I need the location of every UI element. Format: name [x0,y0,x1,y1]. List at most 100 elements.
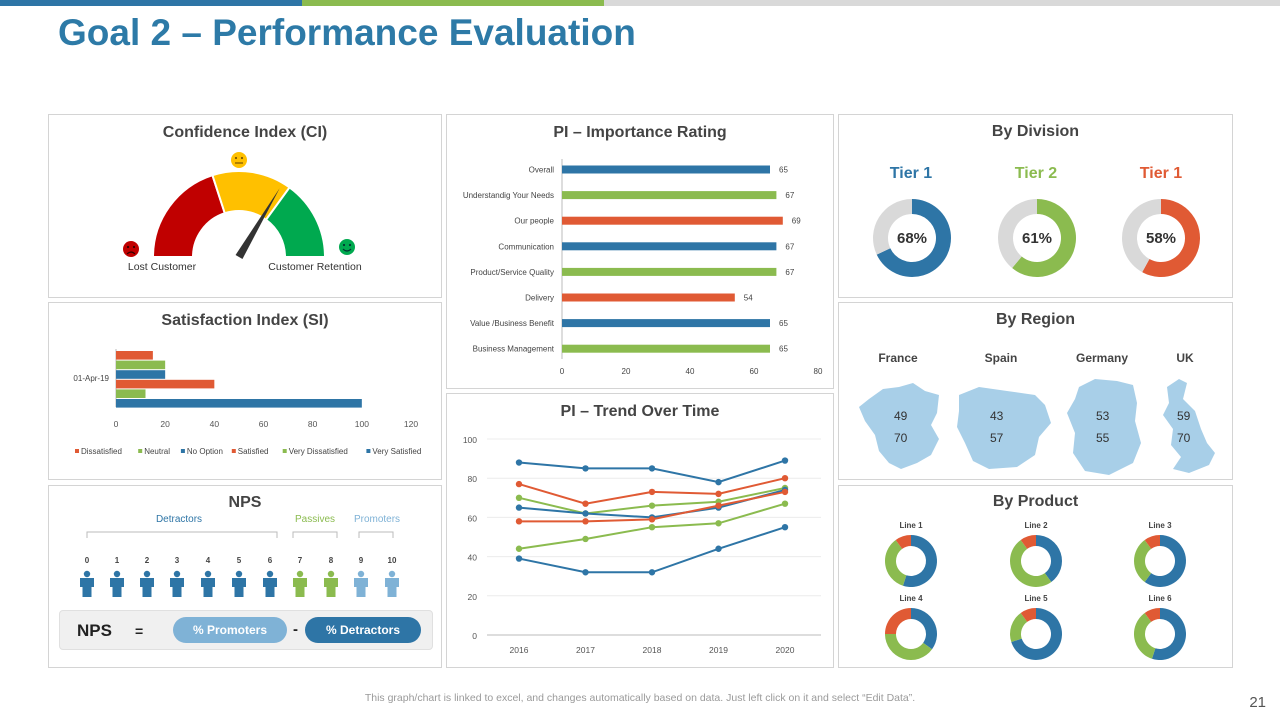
si-tick-label: 60 [259,419,269,429]
si-legend-label: Very Dissatisfied [289,447,348,456]
panel-title: Satisfaction Index (SI) [161,312,329,329]
importance-value-label: 67 [785,242,794,251]
si-tick-label: 100 [355,419,369,429]
customer-retention-label: Customer Retention [268,261,362,273]
trend-point [515,545,523,552]
by-product-panel[interactable]: By Product Line 1 Line 2 Line 3 Line 4 Line … [838,485,1233,668]
trend-point [648,502,656,509]
panel-title: NPS [228,494,262,511]
trend-x-tick-label: 2017 [576,645,595,655]
trend-point [648,488,656,496]
person-icon-body [201,578,215,597]
importance-chart: Overall 65 Understandig Your Needs 67 Our pe… [463,159,823,376]
by-region-panel[interactable]: By Region France Spain Germany UK 49 70 … [838,302,1233,480]
product-line-label: Line 1 [899,521,923,530]
si-tick-label: 120 [404,419,418,429]
promoters-label: Promoters [353,514,401,525]
neutral-face-icon [231,152,247,168]
product-line-label: Line 6 [1148,594,1172,603]
importance-category-label: Understandig Your Needs [463,191,554,200]
nps-scale: 0 1 2 3 4 5 6 7 8 9 10 [80,531,399,597]
by-division-panel[interactable]: By Division Tier 1 Tier 2 Tier 1 68% 61% 5… [838,114,1233,298]
trend-point [582,465,589,472]
person-icon-body [293,578,307,597]
trend-point [715,478,722,486]
germany-value-bottom: 55 [1096,431,1110,445]
trend-point [515,555,523,562]
si-tick-label: 80 [308,419,318,429]
product-donut-1-slice-3 [895,535,911,549]
person-icon-head [266,570,274,578]
nps-scale-number: 3 [175,556,180,565]
trend-point [781,457,789,464]
product-donut-5-slice-2 [1010,612,1028,643]
footer-note: This graph/chart is linked to excel, and… [364,692,916,704]
si-bar [116,379,215,389]
page-number: 21 [1249,694,1266,711]
nps-scale-number: 10 [388,556,397,565]
division-donut-1-slice-1 [876,199,951,278]
spain-value-bottom: 57 [990,431,1004,445]
division-percent-label: 61% [1022,230,1052,247]
trend-point [781,475,789,482]
si-legend-label: Very Satisfied [372,447,421,456]
satisfaction-index-panel[interactable]: Satisfaction Index (SI) 01-Apr-19 0 20 40 60… [48,302,442,480]
person-icon-body [354,578,368,597]
trend-x-tick-label: 2018 [643,645,662,655]
trend-point [715,545,722,552]
importance-category-label: Product/Service Quality [470,268,554,277]
nps-panel[interactable]: NPS Detractors Passives Promoters 0 1 2 3 4 5… [48,485,442,668]
happy-face-icon [339,239,355,255]
importance-bar [562,191,777,200]
importance-category-label: Value /Business Benefit [470,319,555,328]
importance-value-label: 54 [744,294,753,303]
confidence-index-panel[interactable]: Confidence Index (CI) Lost Customer Cust… [48,114,442,298]
gauge-segment-red [151,173,227,258]
product-donut-3-slice-3 [1144,535,1160,549]
product-donut-4-slice-1 [911,608,937,650]
region-maps [859,379,1215,475]
division-percent-label: 68% [897,230,927,247]
importance-tick-label: 0 [560,367,565,376]
gauge-needle [235,188,280,260]
product-donut-4-slice-3 [885,608,911,635]
trend-point [582,569,589,576]
product-donut-4-slice-2 [885,634,933,660]
trend-y-tick-label: 20 [468,592,478,602]
importance-rating-panel[interactable]: PI – Importance Rating Overall 65 Understa… [446,114,834,389]
minus-sign: - [293,621,298,638]
si-legend-label: Dissatisfied [81,447,122,456]
si-legend-swatch [180,449,185,453]
person-icon [263,570,277,597]
trend-panel[interactable]: PI – Trend Over Time 0 20 40 60 80 100 2016 201… [446,393,834,668]
si-legend-label: No Option [187,447,223,456]
importance-tick-label: 20 [622,367,631,376]
trend-point [515,494,523,501]
importance-bar [562,242,777,251]
person-icon [232,570,246,597]
person-icon-body [140,578,154,597]
importance-bar [562,216,783,225]
product-donut-1-slice-2 [885,539,907,586]
person-icon [110,570,124,597]
trend-point [582,535,589,543]
lost-customer-label: Lost Customer [127,261,197,273]
importance-tick-label: 40 [686,367,695,376]
page-title: Goal 2 – Performance Evaluation [58,12,636,53]
nps-scale-number: 4 [206,556,211,565]
si-bar [116,399,362,408]
si-legend-swatch [282,449,287,453]
person-icon [354,570,368,597]
trend-point [715,502,722,509]
division-donut-2-slice-2 [998,199,1037,269]
detractors-label: Detractors [155,514,203,525]
detractors-pill[interactable]: % Detractors [305,617,421,643]
si-bar [116,389,146,398]
importance-value-label: 67 [785,191,794,200]
si-bar [116,370,166,379]
person-icon-body [263,578,277,597]
france-value-top: 49 [894,409,908,423]
promoters-pill[interactable]: % Promoters [173,617,287,643]
trend-series-line [518,526,786,574]
nps-formula-label: NPS [77,621,112,640]
